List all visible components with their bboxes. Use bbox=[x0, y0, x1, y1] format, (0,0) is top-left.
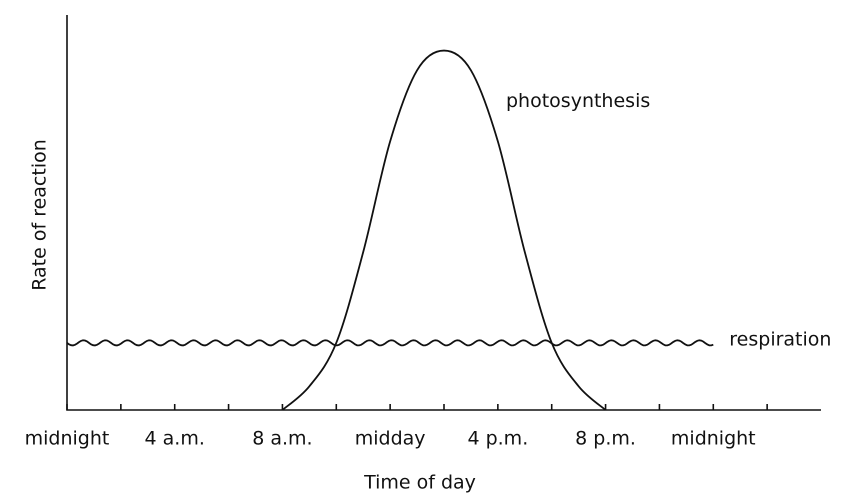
line-photosynthesis bbox=[281, 49, 607, 411]
y-axis-label: Rate of reaction bbox=[29, 139, 51, 291]
series-label: respiration bbox=[729, 328, 831, 350]
x-tick-label: 8 a.m. bbox=[252, 428, 312, 450]
x-tick-label: midnight bbox=[25, 428, 110, 450]
x-tick-label: midnight bbox=[671, 428, 756, 450]
series-label: photosynthesis bbox=[506, 90, 650, 112]
x-tick-label: 4 a.m. bbox=[145, 428, 205, 450]
x-tick-label: 4 p.m. bbox=[467, 428, 528, 450]
x-tick-label: 8 p.m. bbox=[575, 428, 636, 450]
x-axis-label: Time of day bbox=[363, 472, 476, 494]
axes bbox=[66, 15, 821, 411]
line-respiration bbox=[66, 339, 714, 347]
x-tick-label: midday bbox=[355, 428, 426, 450]
